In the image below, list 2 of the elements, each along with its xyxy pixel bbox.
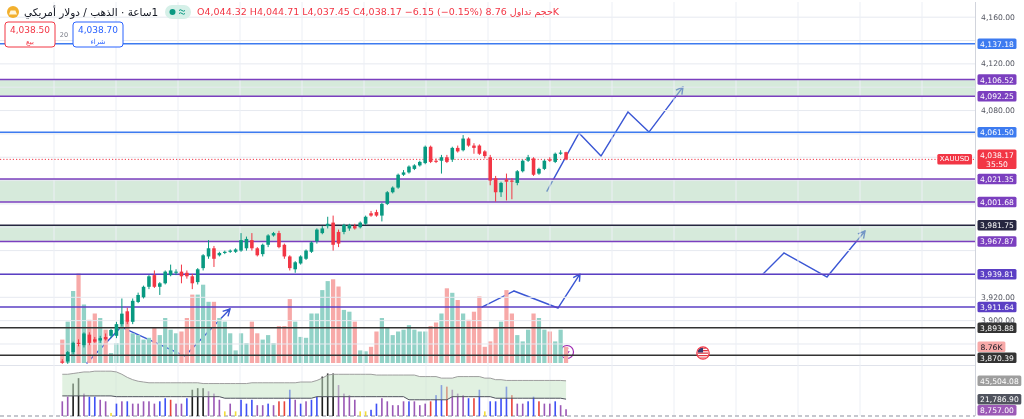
chart-title: الذهب / دولار أمريكي · 1ساعة bbox=[24, 5, 159, 19]
text: O4,044.32 H4,044.71 L4,037.45 C4,038.17 −6.15 (−0.15%) حجم تداول 8.76K bbox=[197, 5, 560, 19]
